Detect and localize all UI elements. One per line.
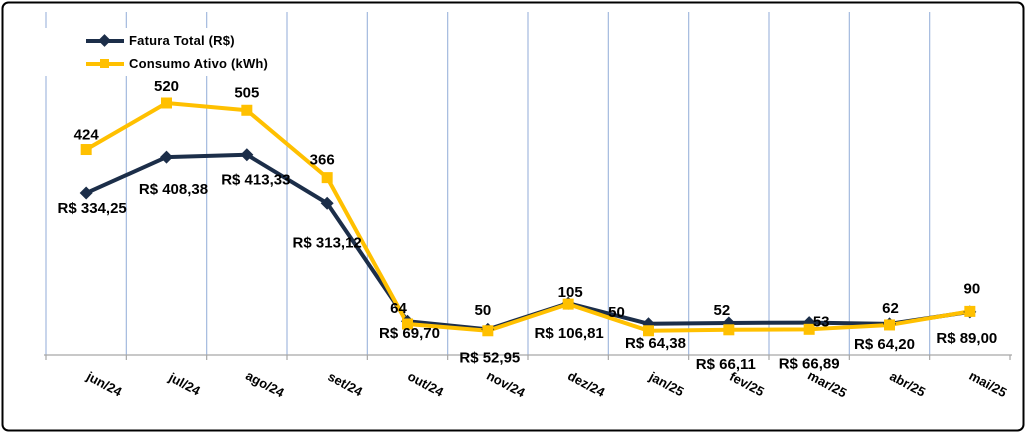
data-label-fatura: R$ 106,81 (535, 325, 604, 342)
data-point-consumo (80, 144, 92, 156)
data-point-fatura (240, 148, 254, 162)
data-point-fatura (79, 186, 93, 200)
data-label-fatura: R$ 66,89 (779, 356, 840, 373)
fatura-line-diamond-icon (86, 33, 124, 47)
data-label-consumo: 505 (234, 84, 259, 101)
series-line-consumo (84, 101, 972, 333)
data-point-fatura (320, 196, 334, 210)
data-label-consumo: 62 (882, 300, 899, 317)
data-point-consumo (643, 325, 654, 337)
data-point-consumo (241, 104, 253, 116)
legend-item-fatura: Fatura Total (R$) (86, 30, 274, 50)
data-point-consumo (321, 172, 333, 184)
data-point-consumo (482, 325, 494, 337)
data-point-consumo (161, 97, 172, 109)
data-label-consumo: 64 (390, 300, 407, 317)
data-label-fatura: R$ 89,00 (936, 330, 997, 347)
data-label-fatura: R$ 413,33 (221, 172, 290, 189)
data-label-consumo: 52 (713, 302, 730, 319)
data-point-fatura (160, 150, 173, 164)
data-label-fatura: R$ 52,95 (459, 349, 520, 366)
chart-legend: Fatura Total (R$) Consumo Ativo (kWh) (38, 28, 274, 76)
data-point-consumo (964, 305, 976, 317)
data-label-fatura: R$ 64,38 (625, 335, 686, 352)
consumo-line-square-icon (86, 57, 124, 69)
data-label-consumo: 90 (963, 280, 980, 297)
data-point-consumo (884, 319, 895, 331)
legend-item-consumo: Consumo Ativo (kWh) (86, 53, 274, 73)
data-label-fatura: R$ 408,38 (139, 181, 208, 198)
data-point-consumo (803, 323, 815, 335)
data-point-consumo (723, 324, 735, 336)
data-label-consumo: 105 (558, 284, 583, 301)
data-point-consumo (562, 298, 574, 310)
data-label-consumo: 424 (74, 127, 100, 144)
data-label-fatura: R$ 69,70 (379, 325, 440, 342)
data-label-consumo: 50 (608, 304, 625, 321)
legend-label-fatura: Fatura Total (R$) (129, 32, 235, 48)
legend-label-consumo: Consumo Ativo (kWh) (129, 55, 269, 71)
data-label-fatura: R$ 313,12 (293, 234, 362, 251)
data-label-consumo: 520 (154, 78, 179, 95)
data-point-consumo (402, 318, 413, 330)
data-label-fatura: R$ 66,11 (696, 356, 756, 373)
data-label-fatura: R$ 64,20 (854, 336, 915, 353)
data-label-fatura: R$ 334,25 (58, 200, 127, 217)
data-label-consumo: 366 (310, 152, 335, 169)
data-label-consumo: 50 (474, 302, 491, 319)
data-label-consumo: 53 (813, 313, 830, 330)
